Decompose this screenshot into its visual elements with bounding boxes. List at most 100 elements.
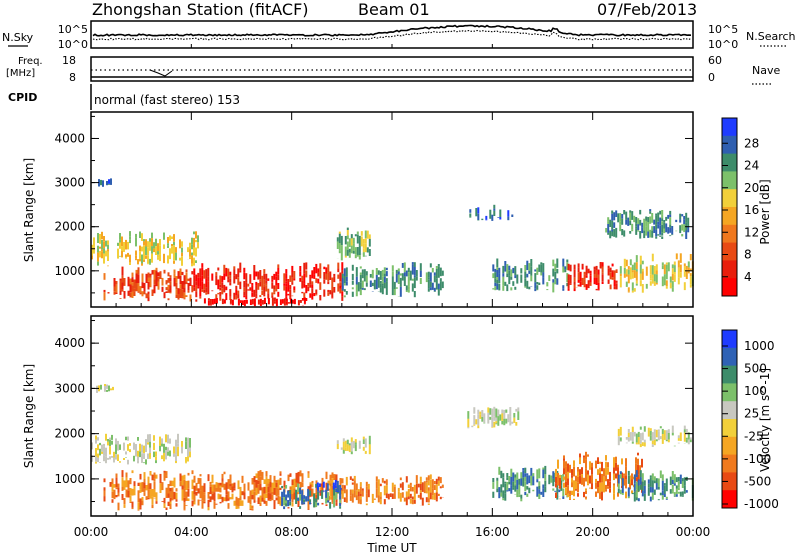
power-echo-cell — [179, 288, 182, 298]
velocity-echo-cell — [342, 449, 345, 454]
power-echo-cell — [356, 254, 359, 257]
velocity-echo-cell — [627, 475, 630, 484]
power-echo-cell — [405, 285, 408, 291]
velocity-echo-cell — [683, 425, 686, 430]
velocity-echo-cell — [159, 445, 161, 452]
power-echo-region — [203, 297, 306, 307]
power-echo-cell — [199, 296, 202, 299]
velocity-echo-cell — [509, 422, 512, 426]
velocity-echo-cell — [281, 491, 284, 498]
velocity-echo-cell — [417, 494, 420, 498]
power-echo-cell — [195, 260, 197, 263]
velocity-echo-cell — [518, 478, 521, 485]
power-echo-cell — [251, 285, 254, 293]
velocity-echo-cell — [649, 430, 652, 436]
velocity-echo-cell — [595, 460, 597, 469]
velocity-echo-cell — [336, 490, 339, 492]
velocity-echo-cell — [289, 490, 292, 494]
velocity-echo-cell — [299, 494, 302, 501]
velocity-echo-cell — [233, 500, 236, 506]
power-echo-cell — [191, 244, 193, 250]
velocity-echo-cell — [265, 493, 268, 498]
velocity-echo-cell — [433, 485, 436, 490]
velocity-echo-cell — [385, 479, 388, 486]
power-echo-cell — [251, 292, 254, 297]
power-echo-cell — [103, 289, 106, 293]
power-echo-cell — [629, 259, 632, 266]
power-echo-cell — [121, 275, 124, 283]
velocity-echo-cell — [681, 478, 684, 482]
power-echo-cell — [581, 277, 584, 284]
power-echo-cell — [237, 268, 240, 278]
power-echo-cell — [205, 269, 208, 279]
velocity-echo-cell — [352, 440, 355, 449]
power-echo-cell — [153, 284, 156, 294]
power-echo-cell — [359, 282, 362, 290]
velocity-echo-cell — [413, 490, 416, 500]
velocity-echo-cell — [435, 492, 438, 500]
velocity-echo-cell — [655, 439, 658, 442]
velocity-echo-cell — [307, 488, 310, 499]
velocity-echo-cell — [437, 476, 440, 481]
power-echo-cell — [207, 281, 210, 287]
nave-label: Nave — [752, 64, 780, 77]
power-echo-cell — [107, 251, 109, 261]
velocity-echo-cell — [493, 416, 496, 421]
power-echo-cell — [203, 270, 206, 279]
power-echo-cell — [623, 258, 626, 268]
power-echo-cell — [309, 274, 312, 277]
power-echo-cell — [133, 288, 136, 292]
power-echo-cell — [589, 273, 592, 276]
velocity-echo-cell — [367, 489, 370, 497]
power-echo-cell — [319, 282, 322, 290]
velocity-colorbar-tick-label: -1000 — [744, 497, 779, 511]
power-echo-cell — [115, 284, 118, 293]
velocity-echo-cell — [167, 501, 170, 506]
power-echo-cell — [583, 271, 586, 275]
power-echo-cell — [511, 214, 514, 217]
power-echo-cell — [255, 296, 258, 299]
velocity-echo-cell — [353, 475, 356, 481]
velocity-echo-cell — [506, 490, 509, 492]
power-echo-cell — [597, 282, 600, 290]
power-echo-cell — [133, 279, 136, 289]
power-echo-cell — [625, 219, 628, 225]
velocity-echo-cell — [313, 501, 316, 508]
velocity-echo-cell — [516, 489, 519, 498]
velocity-echo-cell — [587, 483, 589, 486]
velocity-echo-cell — [295, 500, 298, 504]
power-echo-cell — [189, 294, 192, 302]
power-echo-cell — [639, 264, 642, 274]
velocity-colorbar-swatch — [722, 365, 737, 384]
velocity-echo-cell — [631, 473, 633, 480]
velocity-echo-cell — [429, 492, 432, 500]
power-echo-cell — [567, 274, 570, 281]
velocity-echo-cell — [471, 425, 474, 428]
velocity-colorbar-tick-label: 1000 — [744, 339, 775, 353]
velocity-echo-cell — [524, 491, 527, 496]
velocity-echo-cell — [609, 471, 611, 482]
velocity-echo-cell — [595, 491, 597, 497]
power-echo-cell — [524, 278, 527, 287]
power-echo-cell — [289, 289, 292, 298]
velocity-echo-cell — [349, 476, 352, 480]
power-echo-cell — [181, 271, 184, 276]
velocity-echo-cell — [349, 495, 352, 501]
power-echo-cell — [155, 270, 158, 280]
power-echo-cell — [193, 268, 196, 276]
power-echo-cell — [506, 264, 509, 274]
velocity-echo-cell — [635, 497, 638, 501]
velocity-echo-cell — [425, 497, 428, 503]
velocity-echo-cell — [381, 478, 384, 483]
power-echo-cell — [645, 216, 648, 219]
power-echo-cell — [607, 232, 610, 235]
velocity-echo-cell — [115, 438, 117, 445]
power-echo-cell — [615, 280, 618, 283]
velocity-echo-cell — [427, 503, 430, 505]
velocity-echo-cell — [133, 455, 135, 462]
velocity-echo-cell — [625, 491, 627, 499]
velocity-echo-cell — [299, 487, 302, 495]
power-echo-cell — [621, 218, 624, 225]
velocity-echo-cell — [599, 461, 601, 464]
velocity-echo-cell — [133, 442, 135, 450]
